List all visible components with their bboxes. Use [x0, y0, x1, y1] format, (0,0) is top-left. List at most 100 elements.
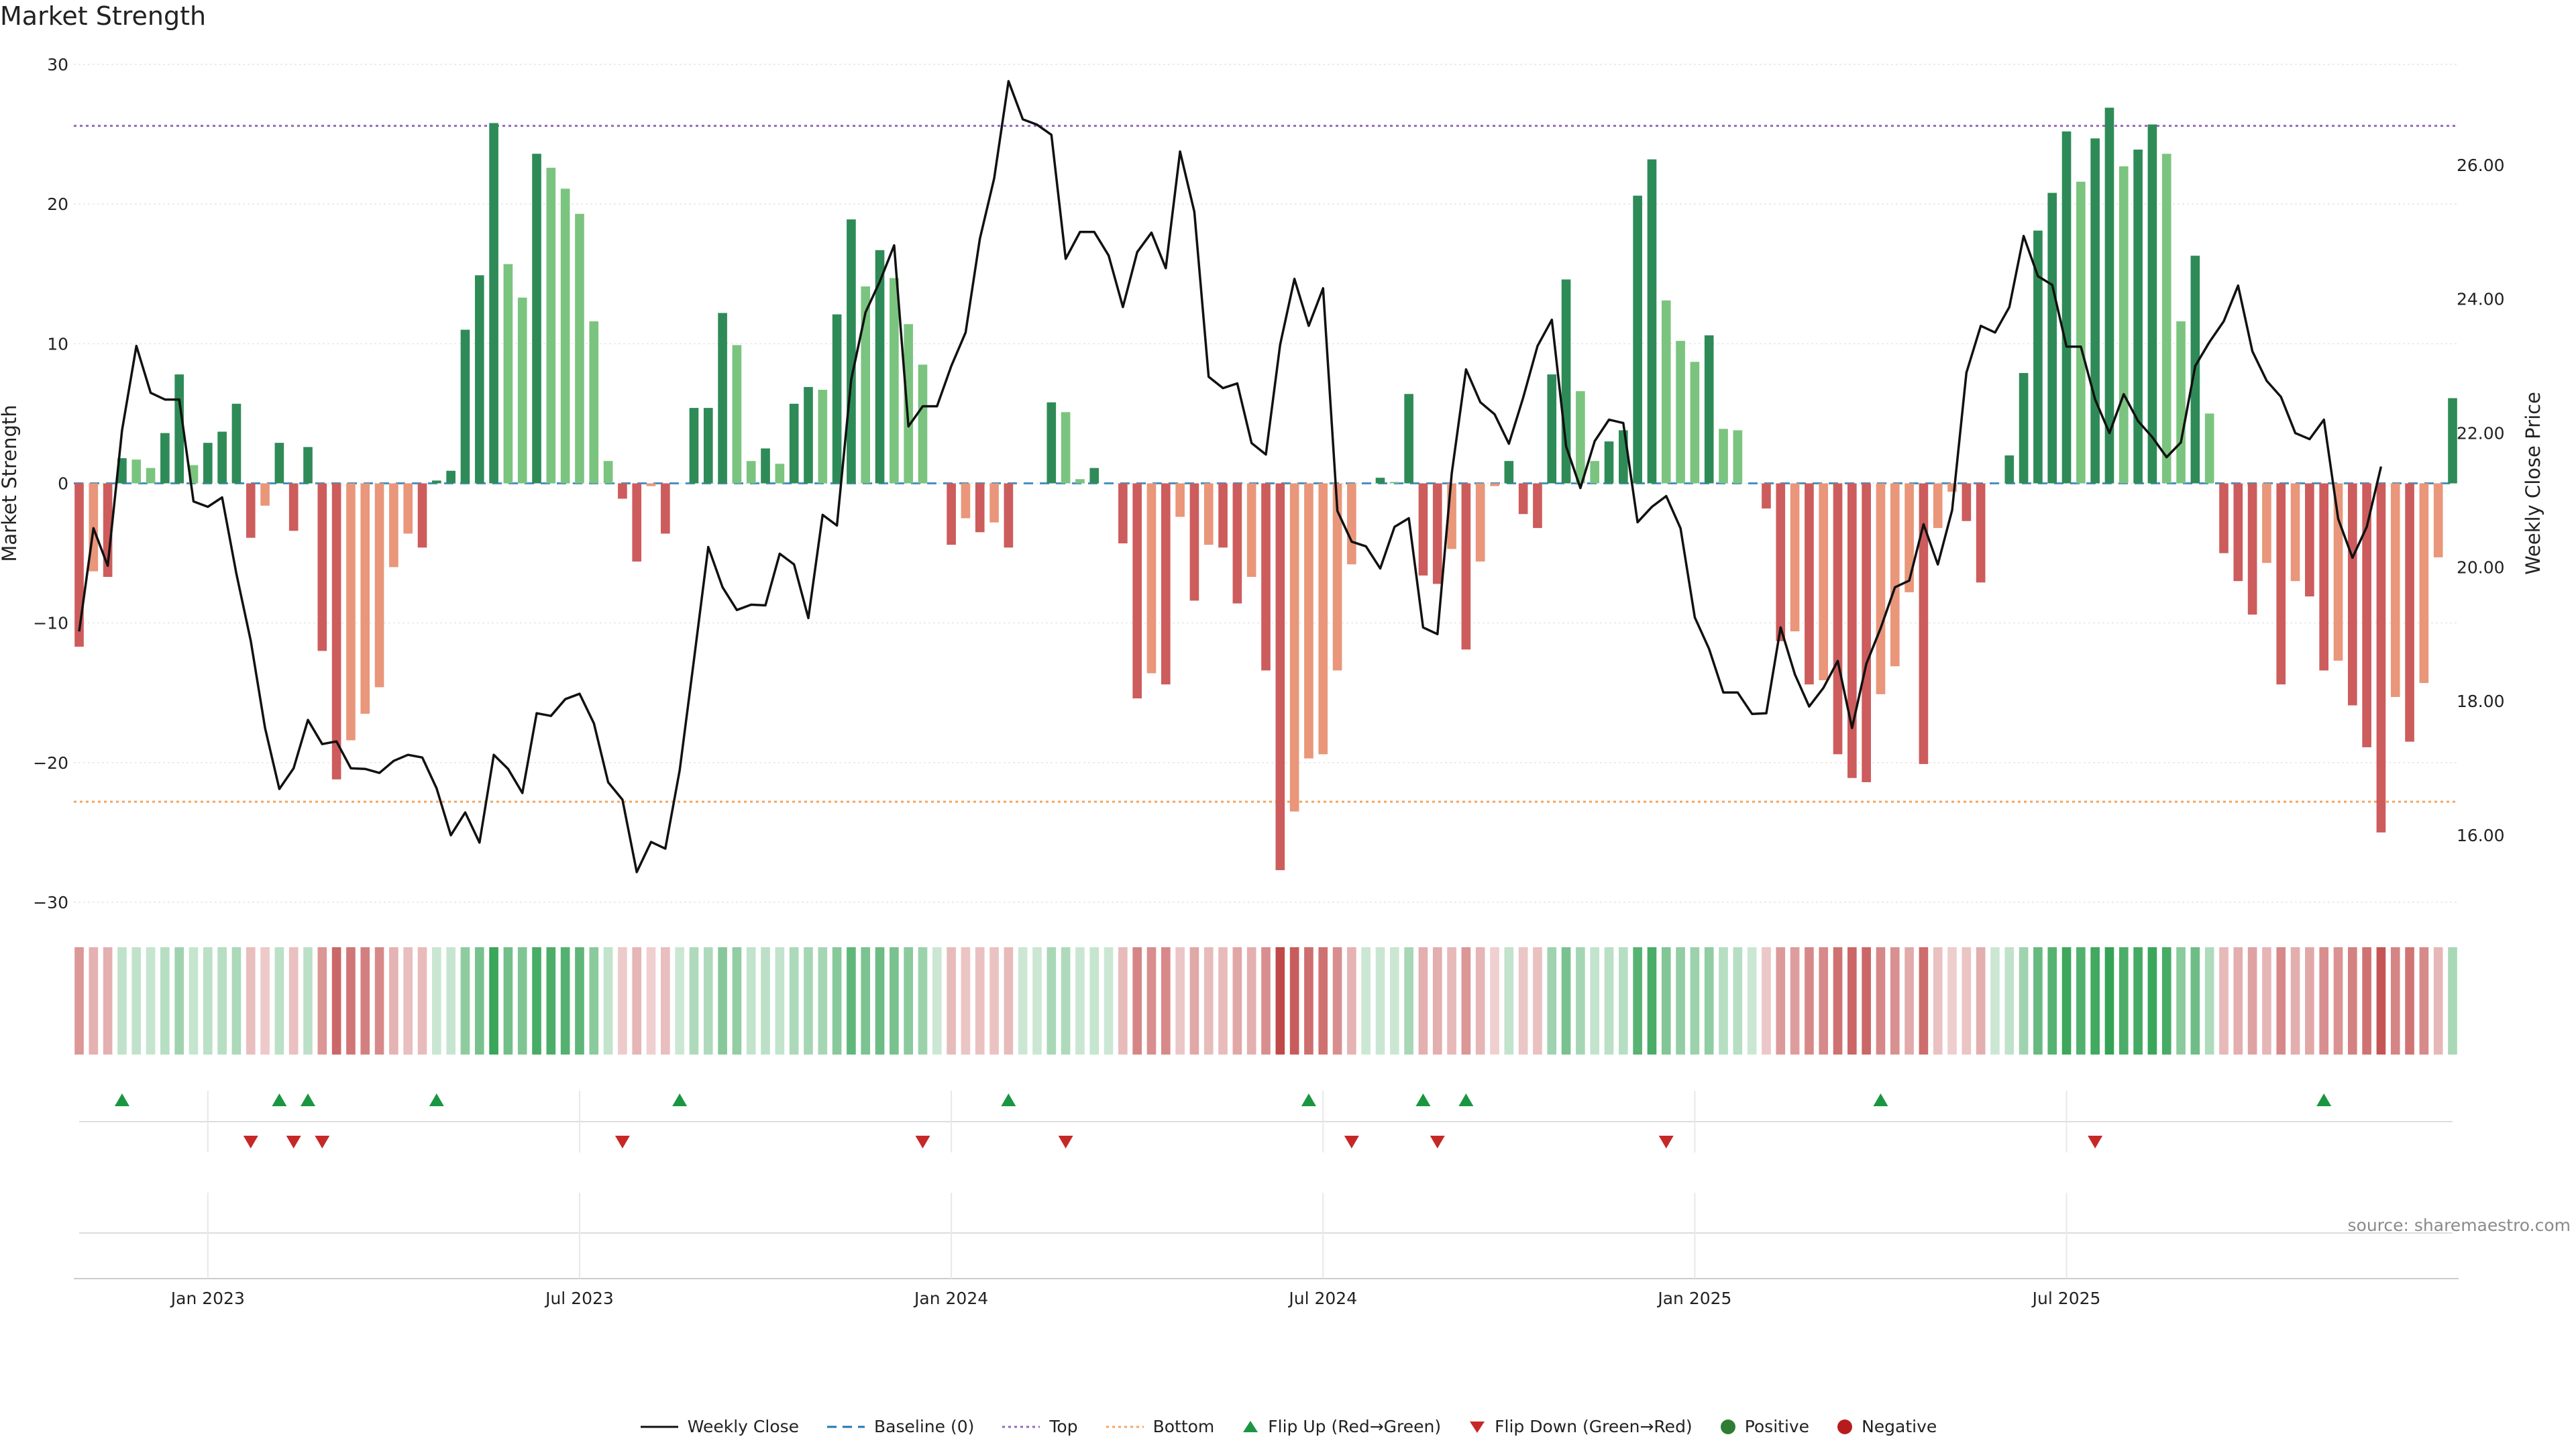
y-tick-label: −30	[33, 893, 68, 912]
strength-bar	[203, 443, 213, 484]
heat-cell	[589, 947, 599, 1055]
heat-cell	[961, 947, 971, 1055]
heat-cell	[417, 947, 427, 1055]
heat-cell	[932, 947, 942, 1055]
heat-cell	[1661, 947, 1671, 1055]
heat-cell	[1518, 947, 1528, 1055]
strength-bar	[618, 483, 627, 499]
heat-cell	[1890, 947, 1900, 1055]
strength-bar	[818, 390, 828, 484]
strength-bar	[2033, 230, 2043, 484]
strength-bar	[517, 297, 527, 484]
legend-label: Weekly Close	[687, 1417, 800, 1436]
flip-down-marker	[915, 1136, 930, 1148]
strength-bar	[1118, 483, 1128, 544]
strength-bar	[1504, 461, 1514, 484]
strength-bar	[1218, 483, 1228, 548]
heat-cell	[1490, 947, 1499, 1055]
strength-bar	[2118, 166, 2129, 484]
strength-bar	[346, 483, 356, 741]
flip-up-marker	[272, 1093, 287, 1106]
heat-cell	[2147, 947, 2157, 1055]
flip-down-marker	[286, 1136, 301, 1148]
strength-bar	[1862, 483, 1871, 782]
strength-bar	[1404, 394, 1413, 484]
strength-bar	[575, 213, 584, 484]
legend-item: Weekly Close	[639, 1417, 799, 1436]
heat-cell	[2405, 947, 2414, 1055]
legend-label: Flip Up (Red→Green)	[1268, 1417, 1442, 1436]
strength-bar	[918, 364, 928, 484]
strength-bar	[2347, 483, 2357, 706]
heat-cell	[1032, 947, 1042, 1055]
strength-bar	[2019, 373, 2029, 484]
strength-bar	[2004, 455, 2015, 484]
heat-cell	[989, 947, 999, 1055]
heat-cell	[1676, 947, 1685, 1055]
strength-bar	[1890, 483, 1900, 667]
strength-bar	[1232, 483, 1242, 604]
strength-bar	[961, 483, 971, 519]
strength-bar	[2219, 483, 2229, 553]
heat-cell	[474, 947, 484, 1055]
heat-cell	[1790, 947, 1800, 1055]
heat-cell	[746, 947, 756, 1055]
flip-down-marker	[2088, 1136, 2103, 1148]
strength-bar	[2333, 483, 2343, 661]
heat-cell	[146, 947, 156, 1055]
strength-bar	[160, 433, 170, 484]
heat-cell	[1747, 947, 1757, 1055]
strength-bar	[1203, 483, 1214, 545]
strength-bar	[2262, 483, 2271, 564]
heat-cell	[2190, 947, 2200, 1055]
heat-cell	[246, 947, 256, 1055]
legend-label: Bottom	[1152, 1417, 1215, 1436]
heat-cell	[1461, 947, 1471, 1055]
strength-bar	[1347, 483, 1356, 565]
flip-up-marker	[1873, 1093, 1888, 1106]
legend-label: Top	[1049, 1417, 1078, 1436]
heat-cell	[217, 947, 227, 1055]
heat-cell	[875, 947, 885, 1055]
heat-cell	[1189, 947, 1199, 1055]
heat-cell	[1719, 947, 1728, 1055]
legend-item: Bottom	[1105, 1417, 1215, 1436]
strength-bar	[1904, 483, 1914, 592]
y-tick-label: 0	[58, 474, 68, 494]
strength-bar	[1375, 478, 1385, 484]
strength-bar	[389, 483, 398, 568]
strength-bar	[1776, 483, 1786, 641]
flip-down-marker	[614, 1136, 630, 1148]
strength-bar	[474, 275, 484, 484]
strength-bar	[260, 483, 270, 506]
heat-cell	[718, 947, 727, 1055]
strength-bar	[632, 483, 642, 562]
heat-cell	[1018, 947, 1028, 1055]
chart-title: Market Strength	[0, 1, 207, 31]
strength-bar	[589, 321, 599, 484]
heat-cell	[618, 947, 627, 1055]
heat-cell	[2019, 947, 2029, 1055]
heat-cell	[1332, 947, 1342, 1055]
strength-bar	[1490, 483, 1499, 486]
heat-cell	[2290, 947, 2300, 1055]
strength-bar	[2247, 483, 2257, 615]
heat-cell	[947, 947, 956, 1055]
heat-cell	[189, 947, 199, 1055]
heat-cell	[918, 947, 928, 1055]
strength-bar	[503, 264, 513, 484]
strength-bar	[303, 447, 313, 484]
heat-cell	[1604, 947, 1614, 1055]
strength-bar	[489, 123, 498, 484]
strength-bar	[231, 403, 241, 484]
strength-bar	[288, 483, 299, 531]
heat-cell	[1805, 947, 1814, 1055]
strength-bar	[1518, 483, 1528, 515]
strength-bar	[1175, 483, 1185, 517]
strength-bar	[2376, 483, 2386, 833]
heat-cell	[346, 947, 356, 1055]
strength-bar	[975, 483, 985, 533]
heat-cell	[1232, 947, 1242, 1055]
strength-bar	[761, 448, 770, 484]
